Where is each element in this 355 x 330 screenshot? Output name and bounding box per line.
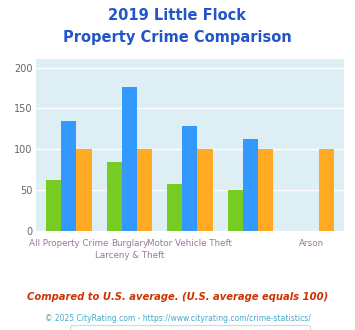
Text: Arson: Arson bbox=[299, 239, 324, 248]
Bar bbox=[106, 162, 122, 231]
Text: Larceny & Theft: Larceny & Theft bbox=[95, 251, 164, 260]
Text: Compared to U.S. average. (U.S. average equals 100): Compared to U.S. average. (U.S. average … bbox=[27, 292, 328, 302]
Legend: Little Flock, Arkansas, National: Little Flock, Arkansas, National bbox=[70, 325, 310, 330]
Bar bbox=[258, 149, 273, 231]
Bar bbox=[182, 126, 197, 231]
Bar bbox=[122, 87, 137, 231]
Bar bbox=[197, 149, 213, 231]
Bar bbox=[319, 149, 334, 231]
Bar bbox=[228, 190, 243, 231]
Text: All Property Crime: All Property Crime bbox=[29, 239, 109, 248]
Text: Burglary: Burglary bbox=[111, 239, 148, 248]
Text: © 2025 CityRating.com - https://www.cityrating.com/crime-statistics/: © 2025 CityRating.com - https://www.city… bbox=[45, 314, 310, 323]
Bar bbox=[137, 149, 152, 231]
Text: Motor Vehicle Theft: Motor Vehicle Theft bbox=[147, 239, 233, 248]
Bar bbox=[167, 184, 182, 231]
Text: Property Crime Comparison: Property Crime Comparison bbox=[63, 30, 292, 45]
Text: 2019 Little Flock: 2019 Little Flock bbox=[109, 8, 246, 23]
Bar bbox=[46, 180, 61, 231]
Bar bbox=[243, 139, 258, 231]
Bar bbox=[61, 121, 76, 231]
Bar bbox=[76, 149, 92, 231]
